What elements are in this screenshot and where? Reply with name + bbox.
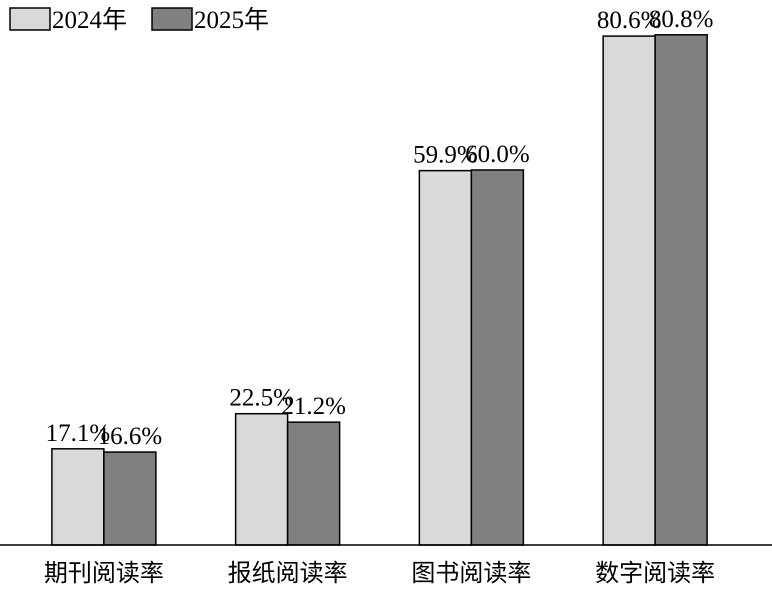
x-tick-label: 报纸阅读率: [228, 559, 348, 587]
bar: [103, 451, 157, 546]
bar: [286, 421, 341, 546]
data-label: 80.8%: [649, 6, 714, 33]
bar: [470, 169, 525, 546]
data-label: 60.0%: [465, 141, 530, 168]
data-label: 80.6%: [597, 7, 662, 34]
data-label: 21.2%: [281, 393, 346, 420]
x-tick-label: 数字阅读率: [595, 559, 715, 587]
x-tick-label: 图书阅读率: [411, 559, 531, 587]
data-label: 17.1%: [46, 420, 111, 447]
data-label: 22.5%: [229, 385, 294, 412]
bar: [51, 448, 105, 546]
bar: [418, 169, 473, 546]
data-label: 59.9%: [413, 142, 478, 169]
legend-swatch: [9, 7, 51, 31]
legend-label: 2024年: [52, 6, 127, 34]
bar: [234, 412, 289, 546]
legend-label: 2025年: [194, 6, 269, 34]
x-tick-label: 期刊阅读率: [44, 559, 164, 587]
bar: [654, 34, 708, 546]
data-label: 16.6%: [98, 423, 163, 450]
bar: [602, 35, 656, 546]
legend-swatch: [151, 7, 193, 31]
